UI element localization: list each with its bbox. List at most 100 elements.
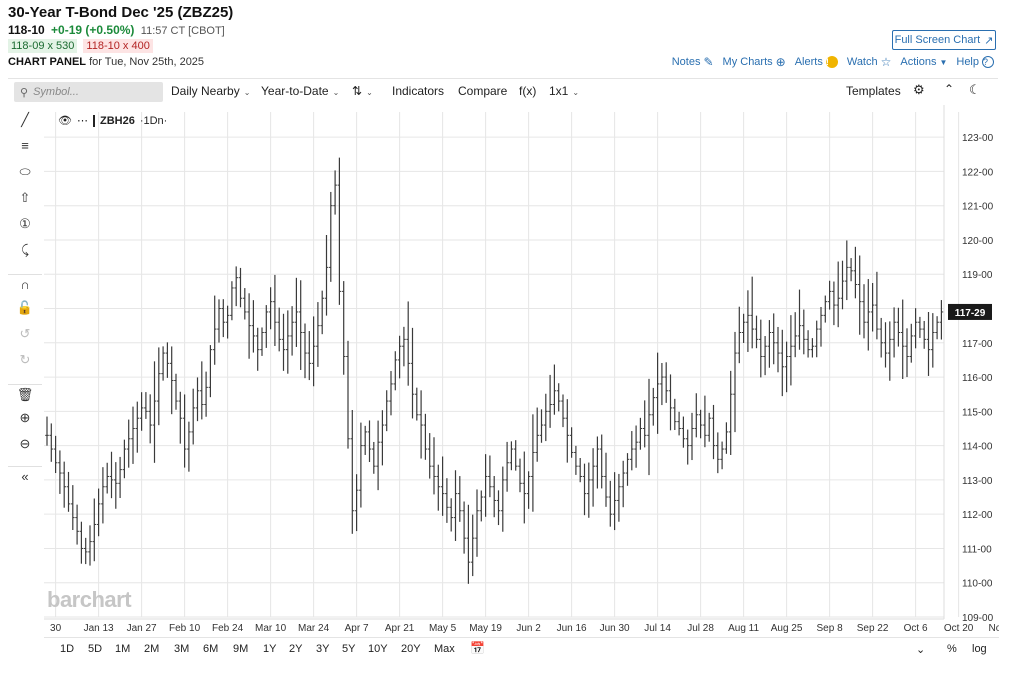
collapse-sidebar-icon[interactable]: «	[8, 466, 42, 486]
price-axis-label: 121-00	[962, 202, 994, 213]
date-axis-label: Jul 14	[644, 623, 671, 634]
price-axis-label: 122-00	[962, 167, 994, 178]
legend-symbol: ZBH26	[99, 114, 135, 127]
price-change: +0-19 (+0.50%)	[51, 23, 135, 37]
range-2y[interactable]: 2Y	[289, 643, 303, 655]
range-5d[interactable]: 5D	[88, 643, 103, 655]
panel-title: CHART PANEL	[8, 56, 87, 68]
full-screen-button[interactable]: Full Screen Chart ↗	[892, 30, 996, 50]
price-axis-label: 111-00	[962, 544, 992, 555]
fibonacci-tool-icon[interactable]: ≡	[21, 138, 29, 153]
unlock-icon[interactable]: 🔓	[16, 300, 34, 315]
mycharts-link[interactable]: My Charts ⊕	[723, 55, 786, 69]
price-axis-label: 120-00	[962, 236, 994, 247]
alerts-link[interactable]: Alerts!	[795, 56, 838, 68]
fx-button[interactable]: f(x)	[519, 84, 537, 98]
chevron-down-icon: ⌄	[332, 88, 340, 97]
top-links: Notes ✎ My Charts ⊕ Alerts! Watch ☆ Actions…	[672, 55, 994, 69]
compare-button[interactable]: Compare	[458, 84, 508, 98]
indicators-button[interactable]: Indicators	[392, 84, 445, 98]
watch-link[interactable]: Watch ☆	[847, 55, 892, 69]
date-axis-label: Jun 2	[516, 623, 541, 634]
search-icon: ⚲	[20, 86, 29, 99]
layout-label: 1x1	[549, 84, 569, 98]
date-axis-label: Sep 8	[817, 623, 844, 634]
trendline-tool-icon[interactable]: ╱	[21, 112, 29, 127]
chart-type-dropdown[interactable]: ⇅ ⌄	[352, 84, 373, 98]
range-3y[interactable]: 3Y	[316, 643, 330, 655]
chevron-double-down-icon[interactable]: ⌄	[916, 644, 926, 656]
layout-dropdown[interactable]: 1x1 ⌄	[549, 84, 579, 98]
zoom-in-icon[interactable]: ⊕	[19, 410, 31, 425]
price-axis-label: 117-00	[962, 339, 993, 350]
range-6m[interactable]: 6M	[203, 643, 219, 655]
range-3m[interactable]: 3M	[174, 643, 190, 655]
panel-date: for Tue, Nov 25th, 2025	[89, 56, 205, 68]
range-20y[interactable]: 20Y	[401, 643, 421, 655]
chart-legend: 👁 ⋯ ZBH26 ·1Dn·	[58, 114, 167, 127]
redo-icon: ↻	[19, 352, 31, 367]
dark-mode-moon-icon[interactable]: ☾	[969, 82, 981, 97]
full-screen-label: Full Screen Chart	[894, 34, 981, 46]
quote-time: 11:57 CT [CBOT]	[140, 25, 225, 37]
more-dots-icon[interactable]: ⋯	[76, 115, 88, 127]
settings-gear-icon[interactable]: ⚙	[913, 82, 925, 97]
legend-interval: ·1Dn·	[139, 114, 168, 127]
date-axis-label: May 19	[469, 623, 502, 634]
range-1m[interactable]: 1M	[115, 643, 131, 655]
percent-toggle[interactable]: %	[947, 643, 957, 655]
date-axis-label: Mar 10	[255, 623, 287, 634]
aggregation-dropdown[interactable]: Daily Nearby ⌄	[171, 84, 250, 98]
range-10y[interactable]: 10Y	[368, 643, 388, 655]
annotation-tool-icon[interactable]: ①	[19, 216, 31, 231]
help-link[interactable]: Help?	[956, 56, 994, 68]
notes-label: Notes	[671, 56, 701, 68]
date-axis-label: Feb 24	[212, 623, 244, 634]
date-axis-label: Oct 20	[944, 623, 974, 634]
measure-tool-icon[interactable]: ⤹	[21, 242, 29, 257]
range-1d[interactable]: 1D	[60, 643, 75, 655]
edit-icon: ✎	[703, 55, 714, 69]
alerts-label: Alerts	[794, 56, 823, 68]
range-5y[interactable]: 5Y	[342, 643, 356, 655]
help-label: Help	[956, 56, 979, 68]
price-axis-label: 116-00	[962, 373, 993, 384]
notes-link[interactable]: Notes ✎	[672, 55, 714, 69]
price-axis-label: 110-00	[962, 579, 993, 590]
undo-icon: ↺	[19, 326, 31, 341]
range-1y[interactable]: 1Y	[263, 643, 277, 655]
star-icon: ☆	[880, 55, 892, 69]
chevron-down-icon: ⌄	[366, 88, 373, 97]
eye-icon[interactable]: 👁	[58, 115, 72, 127]
price-axis-label: 115-00	[962, 407, 993, 418]
last-price-tag	[948, 303, 992, 320]
date-axis-label: Apr 7	[345, 623, 369, 634]
log-toggle[interactable]: log	[972, 643, 987, 655]
shape-tool-icon[interactable]: ⬭	[19, 164, 31, 179]
date-axis-label: Jan 13	[84, 623, 114, 634]
ask-value: 118-10 x 400	[83, 39, 153, 53]
range-2m[interactable]: 2M	[144, 643, 160, 655]
caret-down-icon: ▼	[939, 57, 948, 67]
calendar-icon[interactable]: 📅	[470, 641, 485, 655]
range-9m[interactable]: 9M	[233, 643, 249, 655]
period-dropdown[interactable]: Year-to-Date ⌄	[261, 84, 339, 98]
zoom-out-icon[interactable]: ⊖	[19, 436, 31, 451]
price-axis-label: 119-00	[962, 270, 993, 281]
arrow-tool-icon[interactable]: ⇧	[19, 190, 31, 205]
date-axis-label: Oct 6	[904, 623, 928, 634]
chart-area[interactable]: 123-00122-00121-00120-00119-00118-00117-…	[44, 105, 999, 635]
watch-label: Watch	[846, 56, 878, 68]
range-max[interactable]: Max	[434, 643, 455, 655]
drawing-tools-sidebar: ╱ ≡ ⬭ ⇧ ① ⤹ ∩ 🔓 ↺ ↻ 🗑 ⊕ ⊖ «	[8, 108, 42, 488]
trash-icon[interactable]: 🗑	[8, 384, 42, 404]
magnet-icon[interactable]: ∩	[8, 274, 42, 294]
actions-menu[interactable]: Actions ▼	[900, 56, 947, 68]
price-axis-label: 113-00	[962, 476, 993, 487]
expand-icon: ↗	[984, 34, 994, 47]
price-chart[interactable]: 123-00122-00121-00120-00119-00118-00117-…	[44, 105, 999, 635]
collapse-up-icon[interactable]: ⌃	[944, 82, 955, 96]
templates-button[interactable]: Templates	[846, 84, 901, 98]
symbol-search-input[interactable]: ⚲ Symbol...	[14, 82, 163, 102]
chart-toolbar: ⚲ Symbol... Daily Nearby ⌄ Year-to-Date ⌄ …	[8, 78, 998, 104]
